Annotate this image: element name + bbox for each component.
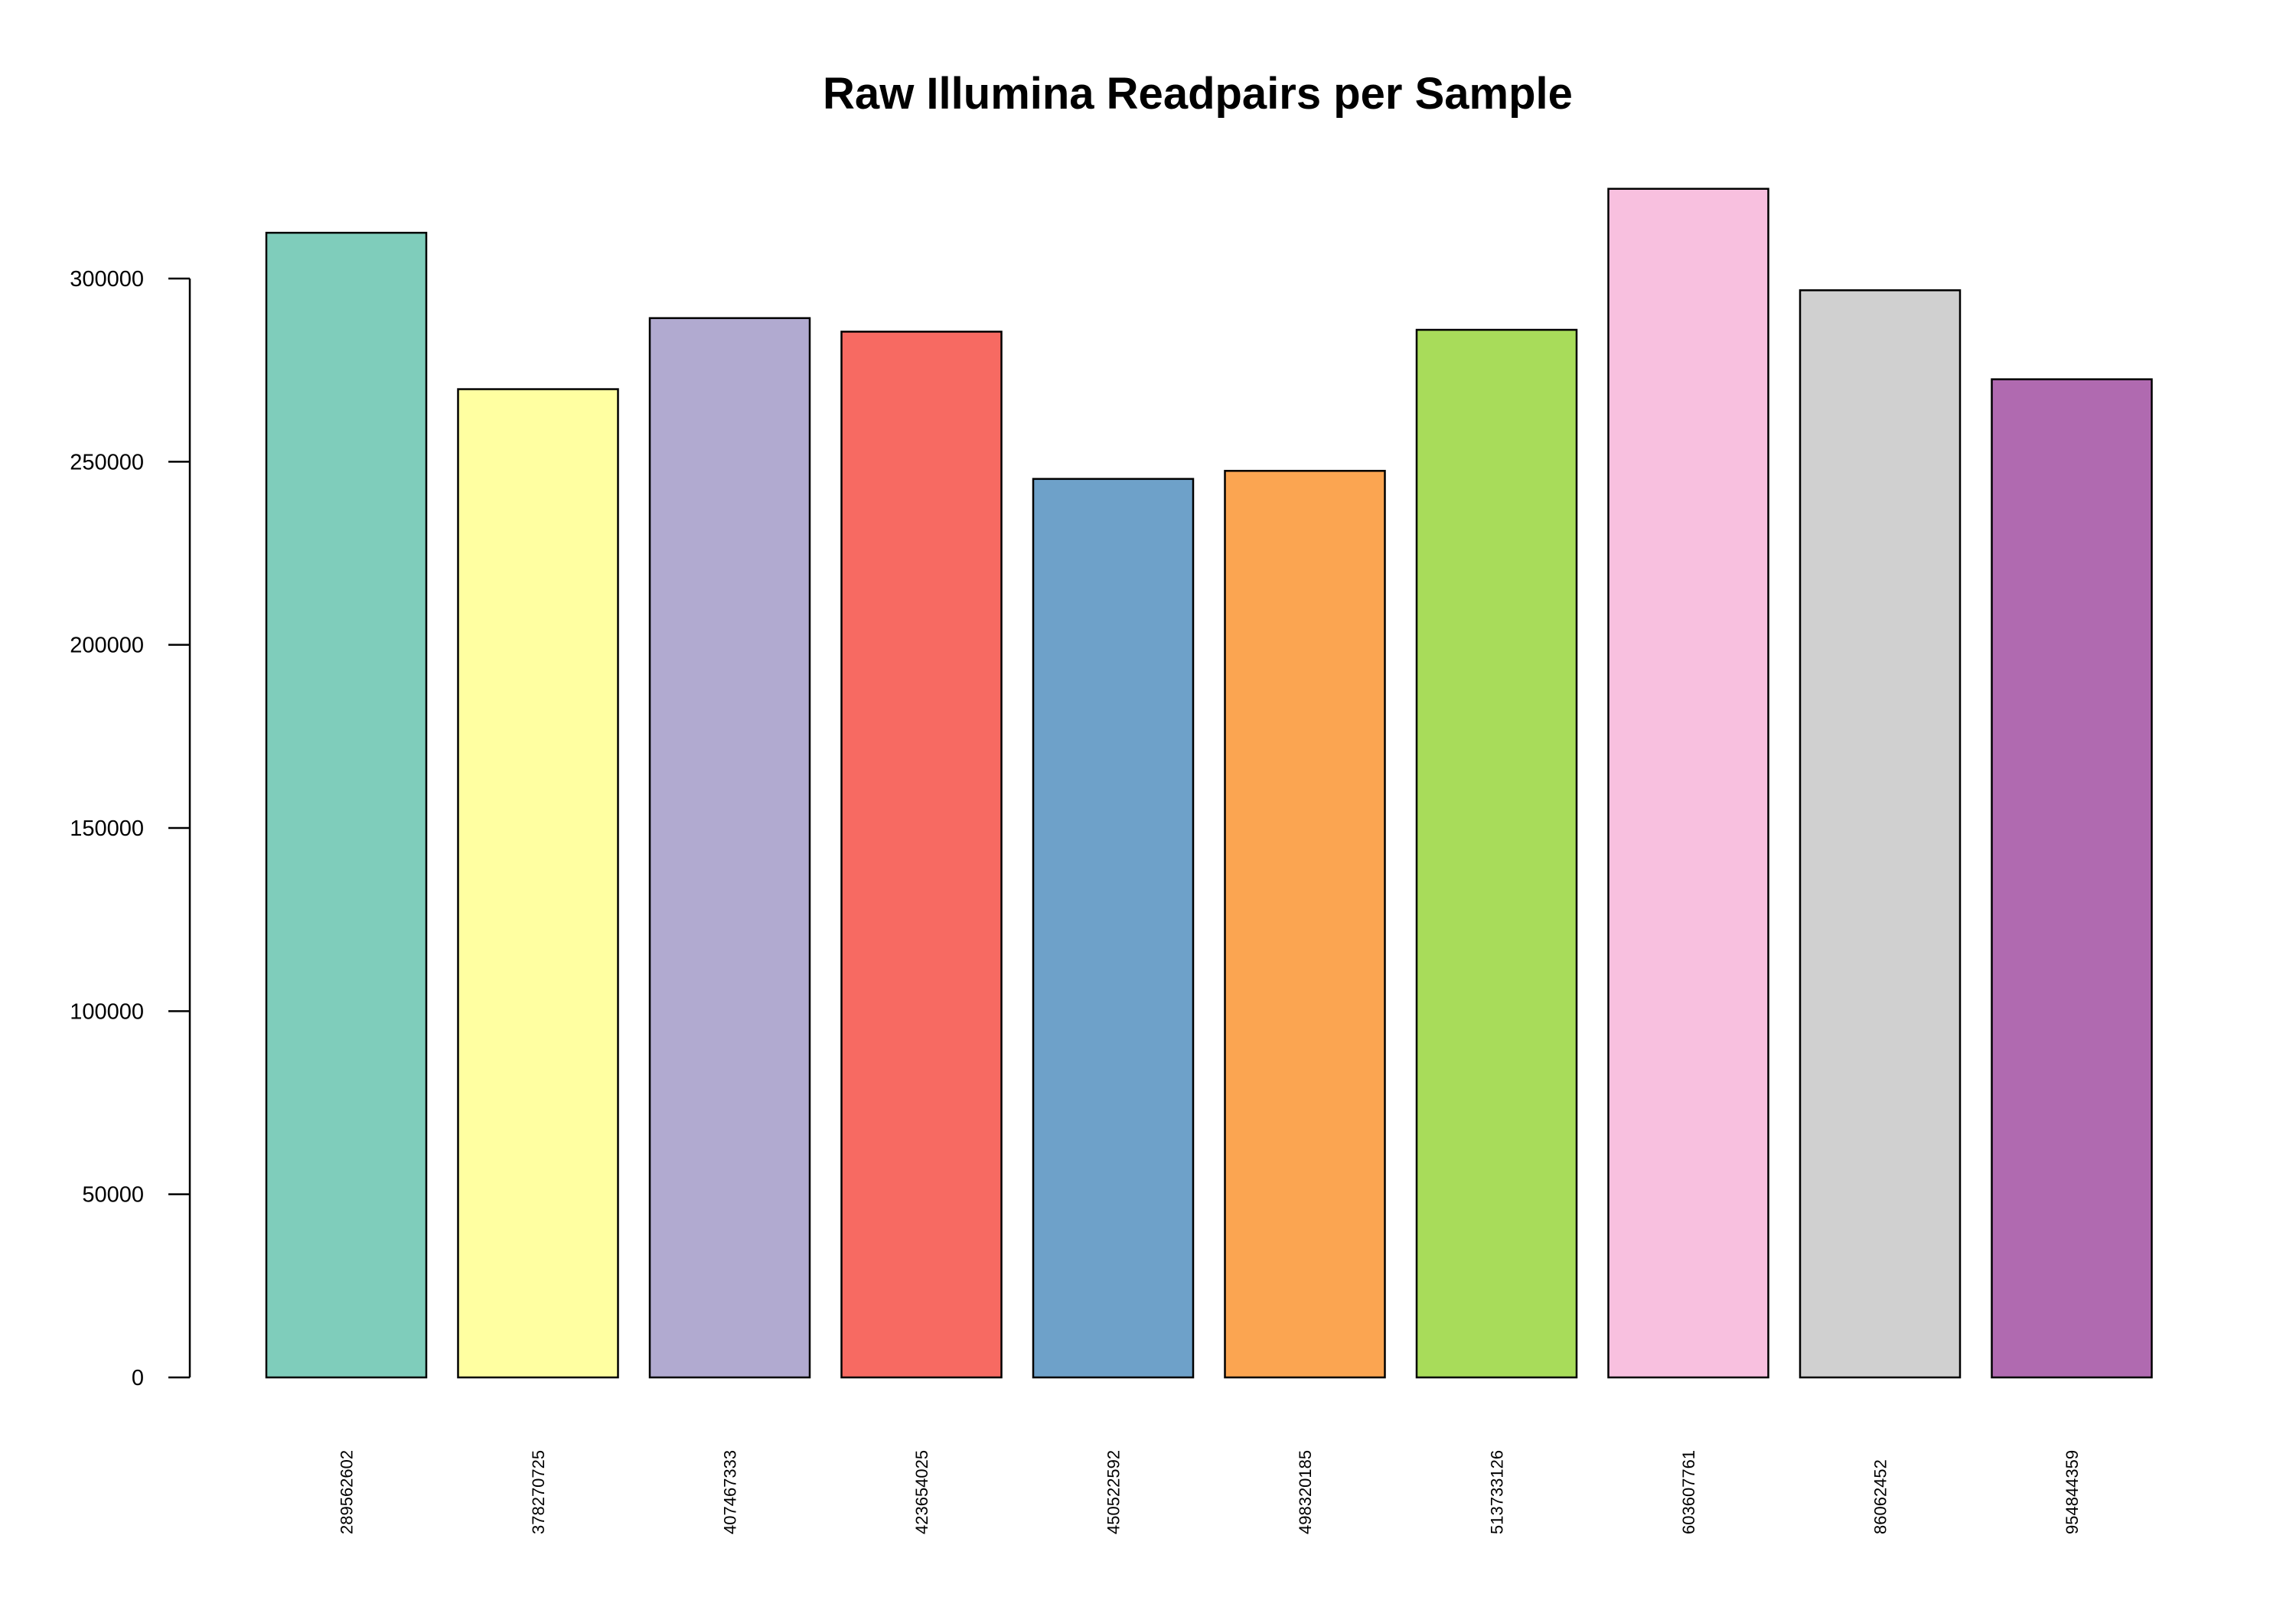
bar-289562602 [265,231,428,1379]
chart-title: Raw Illumina Readpairs per Sample [823,69,1573,119]
x-tick-label: 450522592 [1104,1450,1124,1534]
x-tick-label: 86062452 [1871,1459,1890,1534]
bar-86062452 [1799,289,1962,1379]
y-tick-label: 100000 [70,999,144,1024]
x-tick-label: 378270725 [529,1450,548,1534]
x-tick-label: 954844359 [2063,1450,2082,1534]
x-tick-label: 513733126 [1488,1450,1507,1534]
x-tick-label: 423654025 [912,1450,931,1534]
x-tick-label: 603607761 [1679,1450,1698,1534]
y-tick-label: 0 [132,1366,144,1390]
bars-group [265,187,2153,1379]
bar-450522592 [1032,478,1195,1379]
bar-954844359 [1991,378,2153,1379]
y-tick-label: 150000 [70,817,144,841]
y-axis: 0 50000 100000 150000 200000 250000 300000 [70,267,191,1390]
bar-423654025 [840,331,1003,1379]
y-tick-label: 50000 [82,1183,144,1208]
y-tick-label: 200000 [70,634,144,658]
bar-378270725 [457,388,619,1379]
x-tick-label: 407467333 [721,1450,740,1534]
x-tick-label: 289562602 [338,1450,357,1534]
y-tick-label: 250000 [70,450,144,474]
bar-513733126 [1415,328,1578,1379]
bar-603607761 [1607,187,1769,1379]
x-tick-label: 498320185 [1296,1450,1315,1534]
y-tick-label: 300000 [70,267,144,292]
x-axis-labels: 289562602 378270725 407467333 423654025 4505… [338,1450,2082,1534]
bar-407467333 [648,317,811,1379]
bar-498320185 [1224,470,1386,1379]
